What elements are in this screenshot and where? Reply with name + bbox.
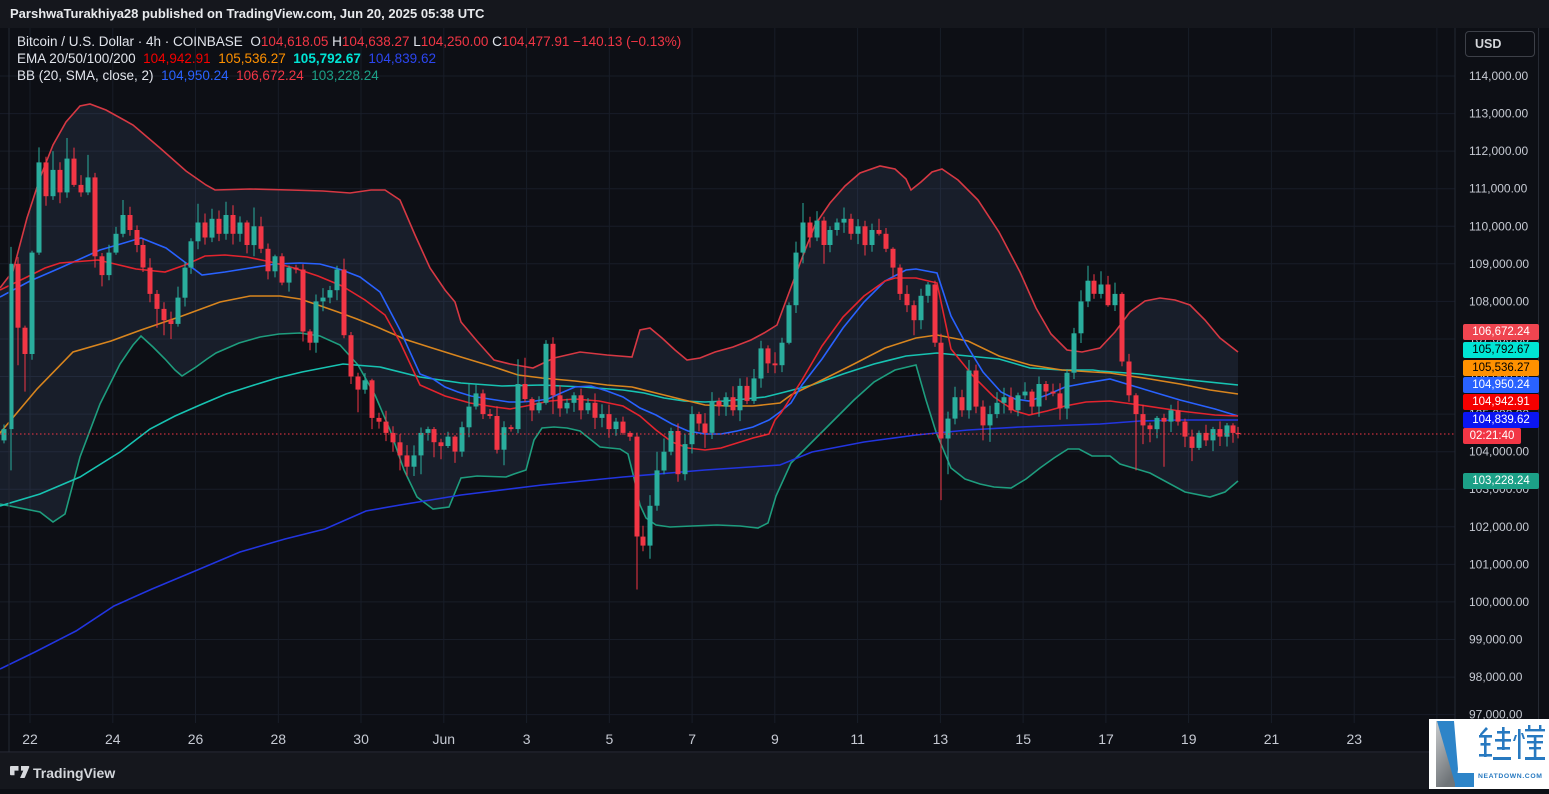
svg-text:21: 21: [1264, 731, 1280, 747]
svg-text:110,000.00: 110,000.00: [1469, 219, 1528, 233]
svg-text:99,000.00: 99,000.00: [1469, 633, 1523, 647]
svg-text:7: 7: [688, 731, 696, 747]
svg-text:112,000.00: 112,000.00: [1469, 144, 1528, 158]
svg-text:104,000.00: 104,000.00: [1469, 445, 1529, 459]
svg-text:3: 3: [523, 731, 531, 747]
svg-text:24: 24: [105, 731, 121, 747]
svg-text:22: 22: [22, 731, 38, 747]
svg-text:100,000.00: 100,000.00: [1469, 595, 1529, 609]
svg-text:109,000.00: 109,000.00: [1469, 257, 1529, 271]
svg-text:97,000.00: 97,000.00: [1469, 708, 1523, 722]
svg-text:30: 30: [353, 731, 369, 747]
svg-text:19: 19: [1181, 731, 1197, 747]
svg-text:17: 17: [1098, 731, 1114, 747]
svg-text:98,000.00: 98,000.00: [1469, 670, 1523, 684]
svg-text:108,000.00: 108,000.00: [1469, 294, 1529, 308]
svg-text:Jun: Jun: [433, 731, 456, 747]
svg-text:13: 13: [933, 731, 949, 747]
svg-text:101,000.00: 101,000.00: [1469, 557, 1529, 571]
svg-text:113,000.00: 113,000.00: [1469, 107, 1528, 121]
svg-text:28: 28: [271, 731, 287, 747]
svg-text:5: 5: [606, 731, 614, 747]
svg-text:26: 26: [188, 731, 204, 747]
svg-text:15: 15: [1015, 731, 1031, 747]
svg-text:9: 9: [771, 731, 779, 747]
svg-text:NEATDOWN.COM: NEATDOWN.COM: [1478, 773, 1542, 780]
svg-text:23: 23: [1347, 731, 1363, 747]
svg-text:111,000.00: 111,000.00: [1469, 182, 1528, 196]
svg-text:11: 11: [850, 731, 865, 747]
svg-text:102,000.00: 102,000.00: [1469, 520, 1529, 534]
svg-text:114,000.00: 114,000.00: [1469, 69, 1528, 83]
